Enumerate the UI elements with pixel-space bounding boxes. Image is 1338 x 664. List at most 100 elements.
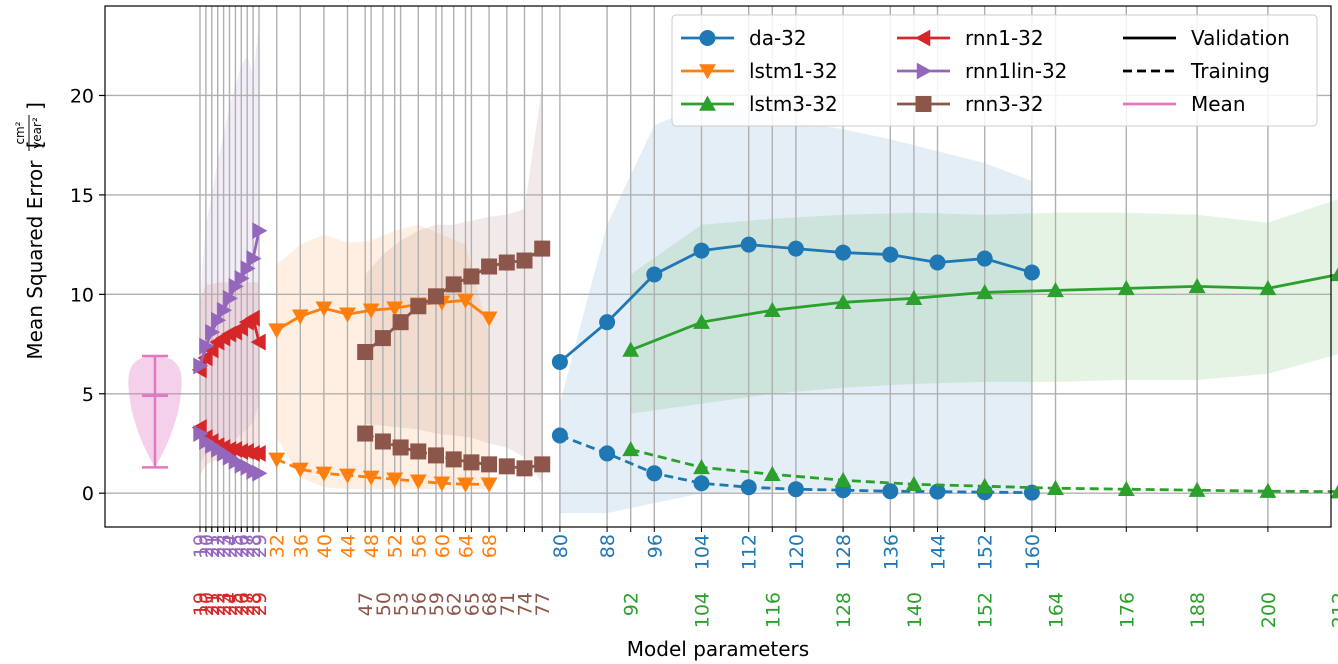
x-tick-label-rnn3-32: 65 <box>461 592 483 616</box>
series-lines <box>191 222 1338 501</box>
y-tick-label: 15 <box>70 185 94 207</box>
x-tick-label-rnn3-32: 50 <box>373 592 395 616</box>
rnn3-32-validation-point <box>410 298 427 315</box>
x-tick-label-lstm1-32: 60 <box>432 534 454 558</box>
lstm3-32-training-point <box>834 471 852 487</box>
x-tick-label-rnn1-32: 19 <box>190 592 212 616</box>
da-32-validation-point <box>551 353 568 370</box>
lstm3-32-training-point <box>693 458 710 475</box>
rnn3-32-validation-point <box>498 254 515 271</box>
lstm3-32-validation-point <box>1188 277 1206 294</box>
da-32-validation-point <box>646 266 663 283</box>
x-tick-label-rnn1-32: 25 <box>225 592 247 616</box>
x-tick-label-lstm3-32: 128 <box>833 592 855 628</box>
x-tick-label-rnn1-32: 28 <box>243 592 265 616</box>
x-tick-label-rnn3-32: 71 <box>497 592 519 616</box>
lstm1-32-training-point <box>268 452 286 468</box>
lstm1-32-training-point <box>315 466 333 482</box>
lstm3-32-validation-point <box>1117 279 1135 296</box>
da-32-training-point <box>929 483 946 500</box>
x-tick-label-rnn3-32: 56 <box>408 592 430 616</box>
rnn1lin-32-training-point <box>252 464 268 482</box>
legend-label-rnn1-32: rnn1-32 <box>965 26 1044 50</box>
lstm3-32-validation-point <box>1047 281 1064 298</box>
rnn3-32-training-point <box>445 451 462 468</box>
x-tick-label-da-32: 112 <box>739 534 761 570</box>
x-tick-label-lstm1-32: 44 <box>338 534 360 558</box>
rnn3-32-validation-point <box>445 276 462 293</box>
x-tick-label-rnn1-32: 20 <box>196 592 218 616</box>
da-32-training-point <box>740 479 757 496</box>
legend-marker-rnn3-32 <box>915 96 932 112</box>
x-tick-label-rnn3-32: 62 <box>444 592 466 616</box>
x-tick-label-rnn1-32: 24 <box>220 592 242 616</box>
x-tick-label-lstm1-32: 68 <box>479 534 501 558</box>
legend-label-rnn1lin-32: rnn1lin-32 <box>965 59 1067 83</box>
x-tick-label-rnn1-32: 23 <box>214 592 236 616</box>
y-tick-label: 0 <box>82 483 94 505</box>
y-axis-label-text: Mean Squared Error <box>23 160 47 360</box>
mean-violin <box>128 354 182 469</box>
legend-label-rnn3-32: rnn3-32 <box>965 92 1044 116</box>
rnn3-32-validation-point <box>428 288 444 305</box>
x-tick-label-lstm3-32: 212 <box>1329 592 1338 628</box>
lstm3-32-validation-point <box>622 341 640 357</box>
rnn1lin-32-validation-point <box>252 222 268 240</box>
x-tick-label-lstm3-32: 152 <box>975 592 997 628</box>
rnn1lin-32-validation-point <box>222 289 238 307</box>
lstm1-32-validation-point <box>339 307 356 323</box>
x-tick-label-da-32: 104 <box>692 534 714 570</box>
x-tick-label-rnn1lin-32: 22 <box>208 534 230 558</box>
x-tick-label-rnn1lin-32: 25 <box>225 534 247 558</box>
x-tick-label-rnn1lin-32: 28 <box>243 534 265 558</box>
x-tick-label-da-32: 144 <box>928 534 950 570</box>
legend-label-lstm1-32: lstm1-32 <box>749 59 838 83</box>
rnn3-32-validation-point <box>374 330 391 347</box>
legend-box <box>671 14 1318 127</box>
y-axis-unit-denominator: year² <box>30 117 44 149</box>
rnn3-32-training-point <box>392 439 409 456</box>
lstm1-32-validation-point <box>291 309 309 325</box>
rnn3-32-validation-point <box>534 240 551 257</box>
rnn1-32-validation-point <box>244 309 260 327</box>
legend-label-training: Training <box>1190 59 1270 83</box>
y-axis-label-group: Mean Squared Error [ cm² year² ] <box>13 102 47 360</box>
rnn3-32-training-point <box>357 425 374 442</box>
lstm3-32-training-point <box>905 475 923 491</box>
x-tick-label-rnn3-32: 53 <box>391 592 413 616</box>
legend-label-mean: Mean <box>1191 92 1246 116</box>
da-32-validation-point <box>929 254 946 271</box>
y-tick-label: 20 <box>70 85 94 107</box>
da-32-validation-point <box>1023 264 1040 281</box>
lstm1-32-validation-point <box>457 293 474 309</box>
da-32-validation-point <box>740 236 757 253</box>
rnn3-32-training-point <box>374 433 391 450</box>
plot-frame <box>104 5 1332 528</box>
x-tick-label-lstm3-32: 164 <box>1046 592 1068 628</box>
da-32-validation-point <box>787 240 804 257</box>
da-32-training-point <box>787 481 804 498</box>
rnn1lin-32-validation-point <box>210 311 227 329</box>
da-32-training-point <box>693 475 710 492</box>
lstm1-32-training-point <box>433 476 451 492</box>
legend-marker-lstm3-32 <box>699 95 716 111</box>
rnn1lin-32-validation-point <box>240 260 256 277</box>
x-tick-label-lstm3-32: 104 <box>692 592 714 628</box>
rnn1lin-32-validation-point <box>234 270 250 287</box>
y-tick-label: 10 <box>70 284 94 306</box>
legend-label-validation: Validation <box>1191 26 1290 50</box>
x-tick-label-rnn1-32: 27 <box>237 592 259 616</box>
x-tick-label-rnn3-32: 59 <box>426 592 448 616</box>
x-tick-label-rnn1-32: 21 <box>202 592 224 616</box>
da-32-validation-point <box>882 246 899 263</box>
rnn1lin-32-validation-point <box>193 357 209 375</box>
x-tick-label-rnn1-32: 29 <box>249 592 271 616</box>
rnn3-32-validation-point <box>481 258 498 275</box>
rnn3-32-validation-point <box>392 314 409 331</box>
da-32-validation-point <box>693 242 710 259</box>
rnn1-32-validation-point <box>197 349 213 367</box>
da-32-training-point <box>646 465 663 482</box>
rnn3-32-validation-point <box>516 252 533 269</box>
lstm3-32-training-point <box>763 465 781 482</box>
